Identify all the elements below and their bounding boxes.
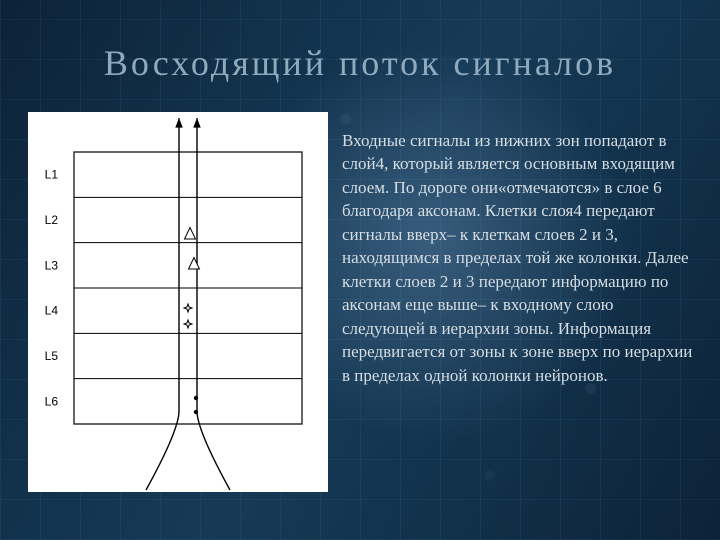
slide: Восходящий поток сигналов L1 L2 L3 L4 L5 L6 В… <box>0 0 720 540</box>
layer-diagram: L1 L2 L3 L4 L5 L6 <box>28 112 328 492</box>
arrowhead-icon <box>193 118 201 128</box>
layer-label: L1 <box>45 168 59 182</box>
body-paragraph: Входные сигналы из нижних зон попадают в… <box>342 129 694 387</box>
dot-marker <box>194 396 198 400</box>
arrowhead-icon <box>175 118 183 128</box>
layer-label: L5 <box>45 349 59 363</box>
layer-label: L2 <box>45 213 59 227</box>
layer-label: L4 <box>45 304 59 318</box>
triangle-marker <box>189 258 200 270</box>
layer-label: L3 <box>45 258 59 272</box>
star-marker <box>184 320 192 328</box>
slide-title: Восходящий поток сигналов <box>0 42 720 84</box>
dot-marker <box>194 410 198 414</box>
layer-diagram-svg: L1 L2 L3 L4 L5 L6 <box>28 112 328 492</box>
star-marker <box>184 304 192 312</box>
triangle-marker <box>185 228 196 240</box>
layer-label: L6 <box>45 394 59 408</box>
